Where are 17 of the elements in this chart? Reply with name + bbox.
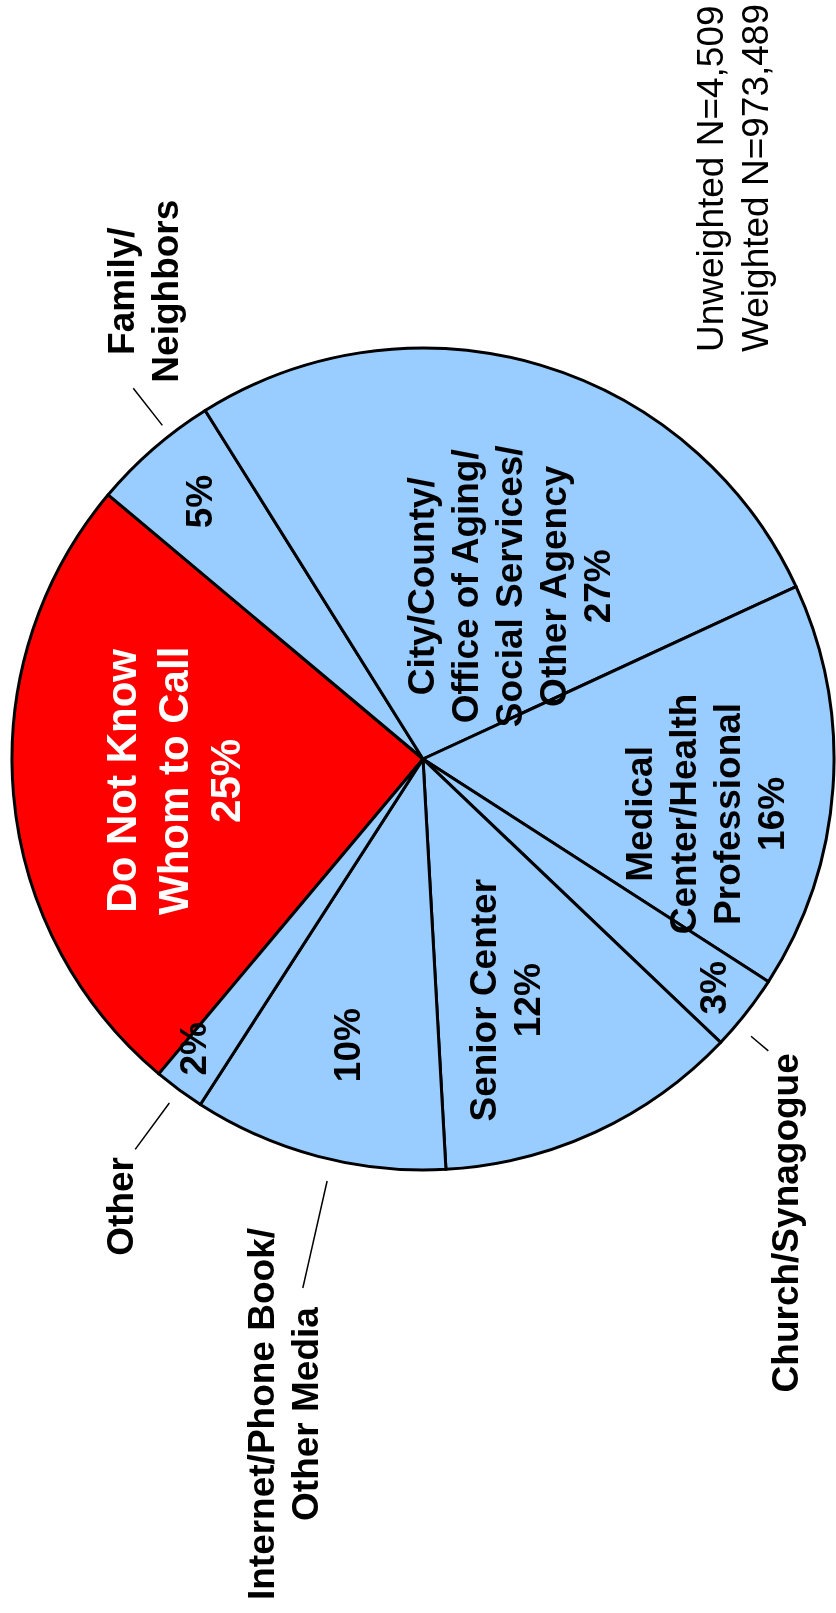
slice-label: Senior Center xyxy=(462,878,504,1122)
data-label: 5% xyxy=(178,474,220,529)
data-label: 3% xyxy=(693,961,735,1015)
text: Unweighted N=4,509 xyxy=(689,5,731,352)
data-label: 16% xyxy=(750,776,792,851)
slice-label: Church/Synagogue xyxy=(764,1053,806,1393)
data-label: 27% xyxy=(576,549,618,624)
slice-label: Other xyxy=(99,1157,141,1256)
slice-label: Medical Center/Health Professional xyxy=(618,693,748,935)
slice-label: Do Not Know Whom to Call xyxy=(97,646,197,916)
text: Weighted N=973,489 xyxy=(734,4,776,352)
slice-label: City/County/ Office of Aging/ Social Services/ Other Agency xyxy=(400,445,574,728)
data-label: 10% xyxy=(326,1008,368,1083)
data-label: 25% xyxy=(201,738,249,823)
slice-label: Family/ Neighbors xyxy=(100,199,186,383)
data-label: 12% xyxy=(506,963,548,1038)
slice-label: Internet/Phone Book/ Other Media xyxy=(241,1228,327,1601)
